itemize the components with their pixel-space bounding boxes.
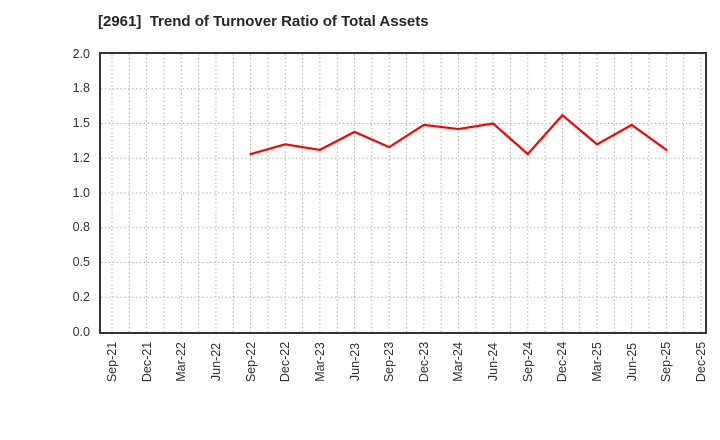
x-tick-label: Sep-24: [520, 341, 535, 383]
y-tick-label: 0.0: [72, 324, 90, 339]
x-tick-label: Mar-24: [451, 342, 466, 382]
line-chart-svg: [101, 54, 705, 332]
x-tick-label: Sep-25: [659, 341, 674, 383]
y-tick-label: 1.0: [72, 185, 90, 200]
y-tick-label: 0.8: [72, 220, 90, 235]
chart-title: [2961] Trend of Turnover Ratio of Total …: [98, 13, 429, 30]
y-tick-label: 1.8: [72, 81, 90, 96]
x-tick-label: Mar-23: [312, 342, 327, 382]
x-tick-label: Dec-24: [555, 341, 570, 383]
x-tick-label: Sep-21: [105, 341, 119, 383]
y-tick-label: 2.0: [72, 46, 90, 61]
x-tick-label: Dec-23: [416, 341, 431, 383]
x-tick-label: Mar-25: [590, 342, 605, 382]
y-tick-label: 1.5: [72, 116, 90, 130]
x-tick-label: Dec-21: [139, 341, 154, 383]
x-tick-label: Mar-22: [174, 342, 189, 382]
x-tick-label: Jun-22: [208, 342, 223, 382]
x-tick-label: Jun-23: [347, 342, 362, 382]
x-tick-label: Sep-22: [243, 341, 258, 383]
x-tick-label: Sep-23: [382, 341, 397, 383]
y-tick-label: 0.5: [72, 255, 90, 269]
y-tick-label: 1.2: [72, 150, 90, 165]
x-tick-label: Jun-24: [486, 342, 501, 382]
y-tick-label: 0.2: [72, 289, 90, 304]
x-tick-label: Dec-22: [278, 341, 293, 383]
plot-area: [99, 52, 707, 334]
x-tick-label: Jun-25: [624, 342, 639, 382]
x-tick-label: Dec-25: [694, 341, 708, 383]
